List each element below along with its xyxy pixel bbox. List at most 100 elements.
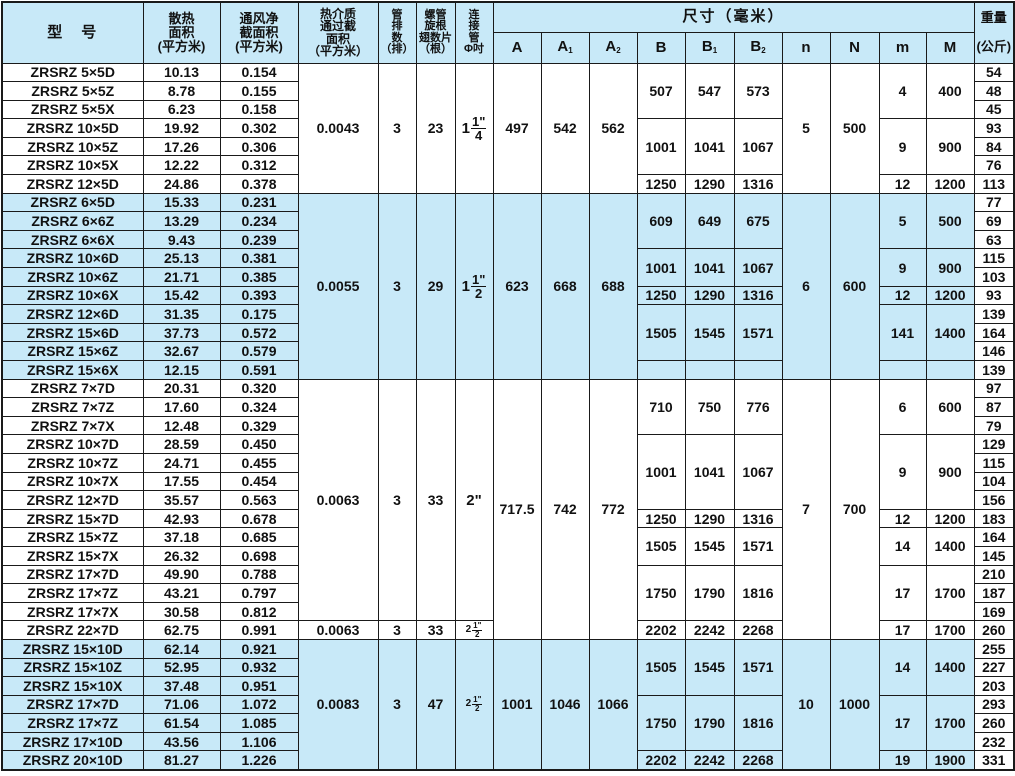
cell-a: 497 [492,62,542,194]
cell-weight: 93 [973,285,1015,306]
table-row: ZRSRZ 17×7X 30.58 0.812 169 [1,601,1015,622]
cell-m: 12 [878,285,927,306]
cell-weight: 232 [973,731,1015,752]
cell-model: ZRSRZ 5×5X [1,99,144,120]
cell-m: 5 [878,192,927,250]
dim-symbol: m [895,38,910,56]
cell-model: ZRSRZ 15×6X [1,360,144,380]
cell-weight: 255 [973,638,1015,659]
cell-area: 43.21 [142,583,221,603]
cell-vent: 0.155 [219,81,299,101]
pipe-size-fraction: 2" [466,493,481,508]
pipe-size-denominator: 2 [475,285,483,301]
dim-subscript: 1 [568,46,573,56]
pipe-size-numerator: 1" [470,113,487,129]
cell-b: 2202 [636,750,686,771]
cell-area: 28.59 [142,434,221,454]
cell-area: 20.31 [142,378,221,399]
table-row: ZRSRZ 20×10D 81.27 1.226 2202 2242 2268 19 1900… [1,750,1015,771]
cell-tube-rows: 3 [377,620,417,640]
cell-area: 31.35 [142,304,221,324]
pipe-size-fraction: 1 1" 4 [462,115,487,142]
cell-area: 19.92 [142,118,221,138]
dim-symbol: B [750,38,762,56]
pipe-size-fraction: 2 1" 2 [466,622,483,639]
dim-symbol: B [655,38,667,56]
cell-a2: 1066 [588,638,638,771]
cell-model: ZRSRZ 15×10X [1,676,144,696]
cell-b: 710 [636,378,686,436]
cell-a2: 688 [588,192,638,380]
cell-vent: 0.234 [219,211,299,231]
header-weight-unit: (公斤) [973,32,1015,64]
cell-area: 26.32 [142,545,221,566]
cell-weight: 48 [973,81,1015,101]
cell-fins: 33 [415,620,456,640]
cell-weight: 156 [973,490,1015,510]
cell-M: 600 [925,378,975,436]
cell-vent: 0.991 [219,620,299,640]
cell-b2: 2268 [733,750,783,771]
table-row: ZRSRZ 17×10D 43.56 1.106 232 [1,731,1015,752]
cell-b1: 1041 [684,248,735,287]
cell-area: 71.06 [142,694,221,715]
cell-tube-rows: 3 [377,62,417,194]
table-row: ZRSRZ 7×7X 12.48 0.329 79 [1,415,1015,436]
cell-thermal: 0.0055 [297,192,379,380]
cell-area: 17.55 [142,471,221,492]
cell-model: ZRSRZ 17×7Z [1,583,144,603]
cell-model: ZRSRZ 10×7X [1,471,144,492]
cell-vent: 0.154 [219,62,299,83]
dim-symbol: n [801,38,811,56]
cell-N: 1000 [829,638,880,771]
cell-connect: 1 1" 4 [454,62,494,194]
cell-area: 6.23 [142,99,221,120]
pipe-size-numerator: 1" [472,620,483,631]
cell-M: 1700 [925,694,975,752]
cell-area: 15.33 [142,192,221,213]
cell-m: 14 [878,638,927,696]
cell-vent: 0.306 [219,136,299,157]
cell-n: 6 [781,192,831,380]
cell-N: 500 [829,62,880,194]
cell-model: ZRSRZ 17×7D [1,564,144,585]
cell-model: ZRSRZ 10×7Z [1,452,144,473]
cell-vent: 0.579 [219,341,299,361]
cell-model: ZRSRZ 20×10D [1,750,144,771]
cell-a1: 542 [540,62,590,194]
cell-vent: 0.312 [219,155,299,176]
cell-m: 12 [878,508,927,529]
cell-weight: 129 [973,434,1015,454]
header-dim-n: n [781,31,831,64]
cell-b2: 1316 [733,285,783,306]
cell-weight: 103 [973,267,1015,287]
cell-b1: 1545 [684,638,735,696]
cell-model: ZRSRZ 6×6Z [1,211,144,231]
cell-area: 9.43 [142,229,221,250]
cell-weight: 69 [973,211,1015,231]
cell-vent: 0.788 [219,564,299,585]
cell-vent: 0.239 [219,229,299,250]
table-row: ZRSRZ 6×6X 9.43 0.239 63 [1,229,1015,250]
table-row: ZRSRZ 15×10D 62.14 0.921 0.0083 3 47 2 1" 2 1001 1… [1,638,1015,771]
cell-vent: 0.454 [219,471,299,492]
cell-b2: 1067 [733,248,783,287]
cell-area: 17.26 [142,136,221,157]
header-dim-m: M [925,31,975,64]
header-tube-rows: 管 排 数 （排） [377,1,417,64]
cell-area: 62.75 [142,620,221,640]
pipe-size-whole: 1 [461,119,470,137]
dim-symbol: N [849,38,860,56]
cell-model: ZRSRZ 10×5X [1,155,144,176]
cell-b1: 1290 [684,285,735,306]
cell-vent: 0.951 [219,676,299,696]
cell-model: ZRSRZ 7×7Z [1,397,144,417]
cell-weight: 187 [973,583,1015,603]
cell-b1: 1545 [684,304,735,361]
table-row: ZRSRZ 7×7Z 17.60 0.324 87 [1,397,1015,417]
pipe-size-stack: 1" 2 [472,695,483,713]
cell-b2: 1571 [733,527,783,566]
cell-b: 609 [636,192,686,250]
header-dim-b2: B2 [733,31,783,64]
cell-M [925,360,975,380]
